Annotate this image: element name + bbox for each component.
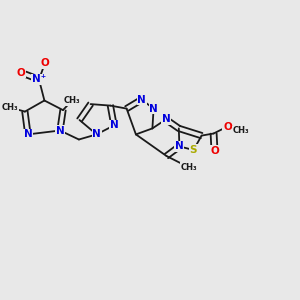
Text: N: N — [137, 94, 146, 105]
Text: O: O — [16, 68, 26, 78]
Text: N: N — [110, 120, 118, 130]
Text: N: N — [175, 141, 184, 152]
Text: CH₃: CH₃ — [2, 103, 18, 112]
Text: S: S — [190, 145, 197, 155]
Text: CH₃: CH₃ — [181, 163, 197, 172]
Text: CH₃: CH₃ — [64, 96, 80, 105]
Text: CH₃: CH₃ — [232, 126, 249, 135]
Text: N: N — [23, 129, 32, 140]
Text: N: N — [92, 129, 101, 140]
Text: O: O — [210, 146, 219, 156]
Text: N: N — [149, 103, 158, 114]
Text: O: O — [40, 58, 50, 68]
Text: O: O — [223, 122, 232, 132]
Text: N: N — [56, 125, 64, 136]
Text: N: N — [161, 114, 170, 124]
Text: N⁺: N⁺ — [32, 74, 46, 85]
